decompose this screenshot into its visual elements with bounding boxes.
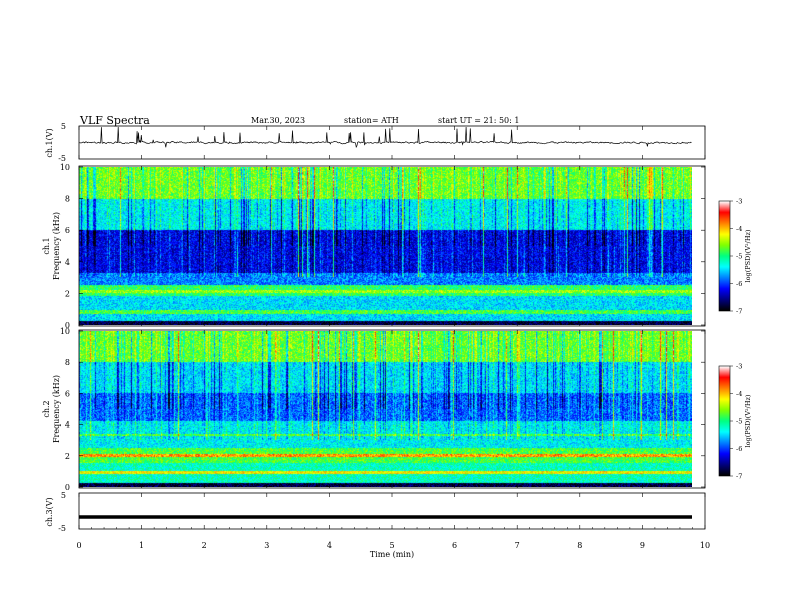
ch2-spectrogram-image	[79, 331, 692, 487]
ch2-colorbar-label: log(PSD)(V²/Hz)	[744, 394, 752, 447]
freq-tick-label: 10	[60, 163, 70, 172]
freq-tick-label: 0	[65, 321, 70, 330]
start-time-label: start UT = 21: 50: 1	[438, 116, 519, 125]
ch1-colorbar-ticks: -3 -4 -5 -6 -7	[730, 198, 742, 316]
ch3-ylabel: ch.3(V)	[45, 497, 54, 526]
ch1-spec-ylabel-freq: Frequency (kHz)	[52, 212, 61, 280]
freq-tick-label: 6	[65, 226, 70, 235]
colorbar-tick-label: -6	[736, 280, 742, 288]
ch1-colorbar-label: log(PSD)(V²/Hz)	[744, 229, 752, 282]
time-tick-label: 3	[264, 541, 269, 550]
colorbar-tick-label: -6	[736, 445, 742, 453]
ch1-waveform-line	[78, 126, 692, 148]
time-tick-label: 6	[452, 541, 457, 550]
colorbar-tick-label: -7	[736, 473, 742, 481]
ch1-ytick-max: 5	[61, 122, 66, 131]
ch3-ytick-max: 5	[61, 491, 66, 500]
colorbar-tick-label: -4	[736, 225, 742, 233]
freq-tick-label: 10	[60, 327, 70, 336]
time-tick-label: 0	[76, 541, 81, 550]
ch2-colorbar-ticks: -3 -4 -5 -6 -7	[730, 363, 742, 481]
ch3-frame	[78, 492, 706, 530]
freq-tick-label: 4	[65, 421, 70, 430]
freq-tick-label: 2	[65, 289, 70, 298]
time-tick-label: 1	[139, 541, 144, 550]
time-tick-label: 10	[700, 541, 710, 550]
freq-tick-label: 0	[65, 483, 70, 492]
ch1-spectrogram-image	[79, 167, 692, 325]
time-tick-label: 8	[577, 541, 582, 550]
freq-tick-label: 2	[65, 452, 70, 461]
ch3-panel: 5 -5 ch.3(V)	[45, 491, 706, 533]
time-tick-label: 9	[640, 541, 645, 550]
colorbar-tick-label: -3	[736, 198, 742, 206]
time-tick-label: 5	[389, 541, 394, 550]
figure-title: VLF Spectra	[79, 114, 150, 127]
ch1-spec-ylabel-ch: ch.1	[42, 237, 51, 254]
freq-tick-label: 8	[65, 195, 70, 204]
colorbar-tick-label: -3	[736, 363, 742, 371]
time-tick-label: 2	[202, 541, 207, 550]
freq-tick-label: 6	[65, 389, 70, 398]
ch2-spec-ylabel-ch: ch.2	[42, 400, 51, 417]
ch1-colorbar	[719, 201, 730, 311]
freq-tick-label: 8	[65, 358, 70, 367]
ch1-ylabel: ch.1(V)	[45, 128, 54, 157]
ch1-spec-yticks: 0 2 4 6 8 10	[60, 163, 705, 330]
colorbar-tick-label: -4	[736, 390, 742, 398]
station-label: station= ATH	[344, 116, 399, 125]
ch2-colorbar	[719, 366, 730, 476]
time-axis-ticks: 0 1 2 3 4 5 6 7 8 9 10	[76, 126, 710, 550]
colorbar-tick-label: -5	[736, 253, 742, 261]
time-tick-label: 7	[515, 541, 520, 550]
ch2-spec-yticks: 0 2 4 6 8 10	[60, 327, 705, 492]
time-tick-label: 4	[327, 541, 332, 550]
ch2-spec-ylabel-freq: Frequency (kHz)	[52, 375, 61, 443]
ch1-ytick-min: -5	[58, 154, 66, 163]
colorbar-tick-label: -7	[736, 308, 742, 316]
date-label: Mar.30, 2023	[251, 116, 305, 125]
ch3-ytick-min: -5	[58, 524, 66, 533]
time-axis-label: Time (min)	[370, 550, 414, 559]
ch1-panel: 5 -5 ch.1(V)	[45, 122, 706, 163]
colorbar-tick-label: -5	[736, 418, 742, 426]
freq-tick-label: 4	[65, 258, 70, 267]
